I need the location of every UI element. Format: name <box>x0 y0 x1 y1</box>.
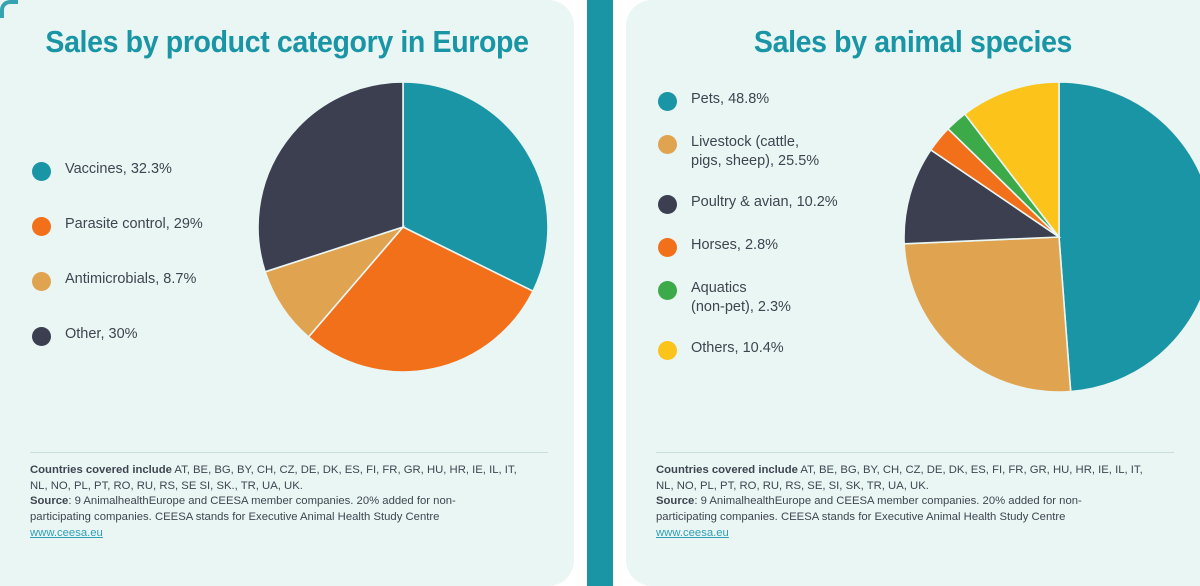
panel-divider <box>574 0 626 586</box>
footnote-countries-line2: NL, NO, PL, PT, RO, RU, RS, SE SI, SK., … <box>30 479 303 492</box>
legend-item[interactable]: Horses, 2.8% <box>658 236 873 257</box>
legend-item[interactable]: Other, 30% <box>32 325 247 346</box>
corner-accent-icon <box>0 0 18 18</box>
pie-slice[interactable] <box>963 81 1060 240</box>
footnote-link-right[interactable]: www.ceesa.eu <box>656 527 729 539</box>
pie-chart-left <box>257 81 549 377</box>
legend-item[interactable]: Poultry & avian, 10.2% <box>658 193 873 214</box>
legend-item-label: Aquatics (non-pet), 2.3% <box>691 280 791 315</box>
footnote-source-line2: participating companies. CEESA stands fo… <box>30 510 440 523</box>
footnote-left: Countries covered include AT, BE, BG, BY… <box>30 452 548 542</box>
legend-item-label: Pets, 48.8% <box>691 91 770 107</box>
legend-right: Pets, 48.8% Livestock (cattle, pigs, shee… <box>658 90 873 382</box>
panel-product-category: Sales by product category in Europe Vacc… <box>0 0 574 586</box>
footnote-countries-label: Countries covered include <box>656 464 798 476</box>
footnote-source-line1: Source: 9 AnimalhealthEurope and CEESA m… <box>656 494 1174 510</box>
footnote-source-text-1: : 9 AnimalhealthEurope and CEESA member … <box>68 495 456 507</box>
divider-bar <box>587 0 613 586</box>
legend-item-label: Vaccines, 32.3% <box>65 161 172 177</box>
legend-swatch-icon <box>32 162 51 181</box>
legend-item-label: Parasite control, 29% <box>65 216 203 232</box>
legend-item[interactable]: Pets, 48.8% <box>658 90 873 111</box>
legend-swatch-icon <box>32 272 51 291</box>
footnote-countries-line2: NL, NO, PL, PT, RO, RU, RS, SE, SI, SK, … <box>656 479 929 492</box>
legend-swatch-icon <box>658 195 677 214</box>
footnote-countries-line1: Countries covered include AT, BE, BG, BY… <box>656 463 1174 479</box>
legend-swatch-icon <box>32 327 51 346</box>
legend-swatch-icon <box>32 217 51 236</box>
legend-item-label: Livestock (cattle, pigs, sheep), 25.5% <box>691 134 820 169</box>
legend-item[interactable]: Parasite control, 29% <box>32 215 247 236</box>
legend-swatch-icon <box>658 238 677 257</box>
footnote-source-line2: participating companies. CEESA stands fo… <box>656 510 1066 523</box>
footnote-link-left[interactable]: www.ceesa.eu <box>30 527 103 539</box>
footnote-source-label: Source <box>656 495 695 507</box>
legend-swatch-icon <box>658 92 677 111</box>
footnote-countries-label: Countries covered include <box>30 464 172 476</box>
pie-slice[interactable] <box>307 226 535 373</box>
footnote-source-text-1: : 9 AnimalhealthEurope and CEESA member … <box>694 495 1082 507</box>
pie-slice[interactable] <box>903 148 1062 245</box>
footnote-countries-line1: Countries covered include AT, BE, BG, BY… <box>30 463 548 479</box>
legend-item-label: Poultry & avian, 10.2% <box>691 194 838 210</box>
pie-chart-right <box>903 81 1200 397</box>
legend-item-label: Horses, 2.8% <box>691 237 779 253</box>
pie-slice[interactable] <box>903 236 1072 393</box>
footnote-right: Countries covered include AT, BE, BG, BY… <box>656 452 1174 542</box>
legend-item-label: Others, 10.4% <box>691 340 784 356</box>
pie-svg <box>257 81 549 373</box>
pie-svg <box>903 81 1200 393</box>
legend-swatch-icon <box>658 135 677 154</box>
legend-item[interactable]: Others, 10.4% <box>658 339 873 360</box>
legend-left: Vaccines, 32.3% Parasite control, 29% Anti… <box>32 160 247 380</box>
footnote-source-label: Source <box>30 495 69 507</box>
footnote-source-line1: Source: 9 AnimalhealthEurope and CEESA m… <box>30 494 548 510</box>
footnote-countries-values-1: AT, BE, BG, BY, CH, CZ, DE, DK, ES, FI, … <box>797 464 1143 476</box>
legend-item[interactable]: Livestock (cattle, pigs, sheep), 25.5% <box>658 133 873 171</box>
footnote-countries-values-1: AT, BE, BG, BY, CH, CZ, DE, DK, ES, FI, … <box>171 464 517 476</box>
legend-swatch-icon <box>658 341 677 360</box>
pie-slice[interactable] <box>257 81 404 273</box>
panel-animal-species: Sales by animal species Pets, 48.8% Lives… <box>626 0 1200 586</box>
page-title-left: Sales by product category in Europe <box>45 24 529 59</box>
legend-swatch-icon <box>658 281 677 300</box>
legend-item[interactable]: Aquatics (non-pet), 2.3% <box>658 279 873 317</box>
legend-item[interactable]: Antimicrobials, 8.7% <box>32 270 247 291</box>
page-title-right: Sales by animal species <box>753 24 1073 59</box>
legend-item-label: Other, 30% <box>65 326 138 342</box>
pie-slice[interactable] <box>402 81 549 293</box>
legend-item-label: Antimicrobials, 8.7% <box>65 271 197 287</box>
pie-slice[interactable] <box>1058 81 1200 393</box>
chart-body-right: Pets, 48.8% Livestock (cattle, pigs, shee… <box>626 72 1200 440</box>
chart-body-left: Vaccines, 32.3% Parasite control, 29% Anti… <box>0 72 574 440</box>
legend-item[interactable]: Vaccines, 32.3% <box>32 160 247 181</box>
